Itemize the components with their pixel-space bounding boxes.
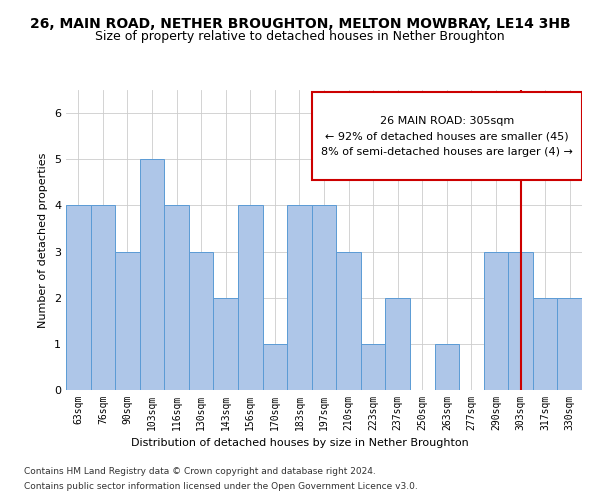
- Bar: [263, 344, 287, 390]
- Text: 26 MAIN ROAD: 305sqm
← 92% of detached houses are smaller (45)
8% of semi-detach: 26 MAIN ROAD: 305sqm ← 92% of detached h…: [321, 116, 573, 157]
- Bar: [66, 206, 91, 390]
- Bar: [287, 206, 312, 390]
- Bar: [164, 206, 189, 390]
- Bar: [91, 206, 115, 390]
- Bar: [312, 206, 336, 390]
- Text: Contains public sector information licensed under the Open Government Licence v3: Contains public sector information licen…: [24, 482, 418, 491]
- Text: Size of property relative to detached houses in Nether Broughton: Size of property relative to detached ho…: [95, 30, 505, 43]
- Bar: [385, 298, 410, 390]
- Text: Distribution of detached houses by size in Nether Broughton: Distribution of detached houses by size …: [131, 438, 469, 448]
- Text: Contains HM Land Registry data © Crown copyright and database right 2024.: Contains HM Land Registry data © Crown c…: [24, 467, 376, 476]
- Bar: [434, 344, 459, 390]
- Text: 26, MAIN ROAD, NETHER BROUGHTON, MELTON MOWBRAY, LE14 3HB: 26, MAIN ROAD, NETHER BROUGHTON, MELTON …: [29, 18, 571, 32]
- Bar: [115, 252, 140, 390]
- Bar: [140, 159, 164, 390]
- Bar: [361, 344, 385, 390]
- Bar: [189, 252, 214, 390]
- Bar: [533, 298, 557, 390]
- Bar: [238, 206, 263, 390]
- Bar: [336, 252, 361, 390]
- Bar: [557, 298, 582, 390]
- Y-axis label: Number of detached properties: Number of detached properties: [38, 152, 49, 328]
- Bar: [484, 252, 508, 390]
- Bar: [508, 252, 533, 390]
- FancyBboxPatch shape: [312, 92, 582, 180]
- Bar: [214, 298, 238, 390]
